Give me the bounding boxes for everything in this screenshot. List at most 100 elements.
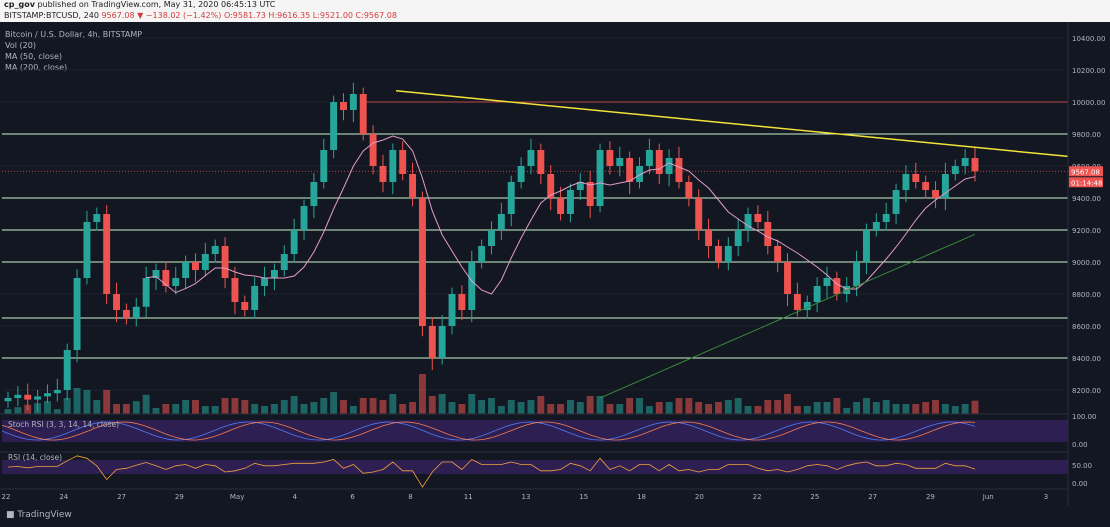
candle-body [626, 158, 634, 182]
candle-body [507, 182, 515, 214]
candle-body [93, 214, 101, 222]
volume-bar [93, 400, 101, 414]
candle-body [340, 102, 347, 110]
volume-bar [714, 402, 722, 414]
candle-body [655, 150, 663, 174]
time-tick-label: Jun [982, 493, 994, 501]
candle-body [675, 158, 683, 182]
volume-bar [764, 400, 772, 414]
price-tick-label: 8400.00 [1072, 355, 1101, 363]
candle-body [576, 182, 584, 190]
publication-line: cp_gov published on TradingView.com, May… [4, 0, 275, 10]
candle-body [468, 262, 476, 310]
candle-body [645, 150, 653, 166]
candle-body [34, 396, 42, 400]
candle-body [172, 278, 180, 286]
candle-body [764, 222, 772, 246]
candle-body [24, 394, 32, 400]
time-tick-label: 29 [926, 493, 935, 501]
candle-body [882, 214, 890, 222]
candle-body [300, 206, 308, 230]
candle-body [497, 214, 505, 230]
rsi-panel: 50.00 0.00 [0, 451, 1092, 488]
volume-bar [310, 402, 318, 414]
ohlc-values: O:9581.73 H:9616.35 L:9521.00 C:9567.08 [223, 11, 397, 20]
rsi-line [7, 455, 976, 488]
candle-body [270, 270, 278, 278]
candle-body [73, 278, 81, 350]
volume-bar [754, 406, 762, 414]
candle-body [142, 278, 150, 307]
candle-body [665, 158, 673, 174]
trendline [395, 90, 1069, 158]
candle-body [44, 393, 51, 397]
candle-body [310, 182, 318, 206]
time-tick-label: 27 [117, 493, 126, 501]
time-tick-label: 22 [753, 493, 762, 501]
volume-bar [63, 398, 71, 414]
candle-body [774, 246, 782, 262]
candle-body [369, 134, 377, 166]
candle-body [912, 174, 920, 182]
volume-bar [261, 406, 269, 414]
stoch-d-line [1, 421, 976, 441]
candle-body [566, 190, 574, 214]
volume-bar [912, 404, 920, 414]
author-name: cp_gov [4, 0, 35, 9]
volume-bar [221, 398, 229, 414]
chart-canvas: 10400.0010200.0010000.009800.009600.0094… [0, 22, 1110, 506]
volume-bar [882, 400, 890, 414]
candle-body [557, 198, 565, 214]
candle-body [714, 246, 722, 262]
volume-bar [734, 398, 742, 414]
volume-bar [192, 400, 199, 414]
stoch-rsi-panel: 100.00 0.00 [0, 413, 1097, 449]
volume-bar [73, 388, 81, 414]
volume-bar [379, 400, 387, 414]
candle-body [784, 262, 791, 294]
rsi-label: RSI (14, close) [8, 453, 63, 462]
volume-bar [53, 409, 61, 414]
volume-bar [823, 402, 831, 414]
last-price-tag [1069, 166, 1103, 177]
candle-body [152, 270, 160, 278]
volume-bar [478, 400, 486, 414]
volume-bar [103, 390, 111, 414]
volume-bar [241, 400, 249, 414]
volume-bar [83, 390, 91, 414]
candle-body [537, 150, 545, 174]
stoch-axis-label: 0.00 [1072, 441, 1088, 449]
candle-body [359, 94, 367, 134]
time-tick-label: 13 [522, 493, 531, 501]
volume-bar [665, 402, 673, 414]
price-tick-label: 9400.00 [1072, 195, 1101, 203]
time-tick-label: 29 [175, 493, 184, 501]
volume-bar [458, 404, 466, 414]
volume-bar [527, 400, 535, 414]
volume-bar [685, 398, 693, 414]
price-axis: 10400.0010200.0010000.009800.009600.0094… [1067, 22, 1110, 506]
axis-background [1069, 22, 1110, 506]
candle-body [685, 182, 693, 198]
chart-title: Bitcoin / U.S. Dollar, 4h, BITSTAMP [5, 30, 143, 39]
candle-body [83, 222, 91, 278]
volume-bar [616, 404, 624, 414]
candle-body [941, 174, 949, 198]
volume-bar [182, 400, 190, 414]
volume-bar [497, 406, 505, 414]
volume-bar [369, 398, 377, 414]
volume-bar [537, 396, 545, 414]
candle-body [586, 182, 594, 206]
legend-ma200: MA (200, close) [5, 63, 68, 72]
descending-trendline [395, 90, 1069, 158]
volume-bar [971, 400, 979, 414]
candle-body [192, 262, 199, 270]
volume-bar [113, 404, 120, 414]
candle-body [4, 398, 12, 402]
candle-body [231, 278, 239, 302]
candle-body [182, 262, 190, 278]
candle-body [478, 246, 486, 262]
volume-bar [576, 402, 584, 414]
volume-bar [340, 400, 347, 414]
